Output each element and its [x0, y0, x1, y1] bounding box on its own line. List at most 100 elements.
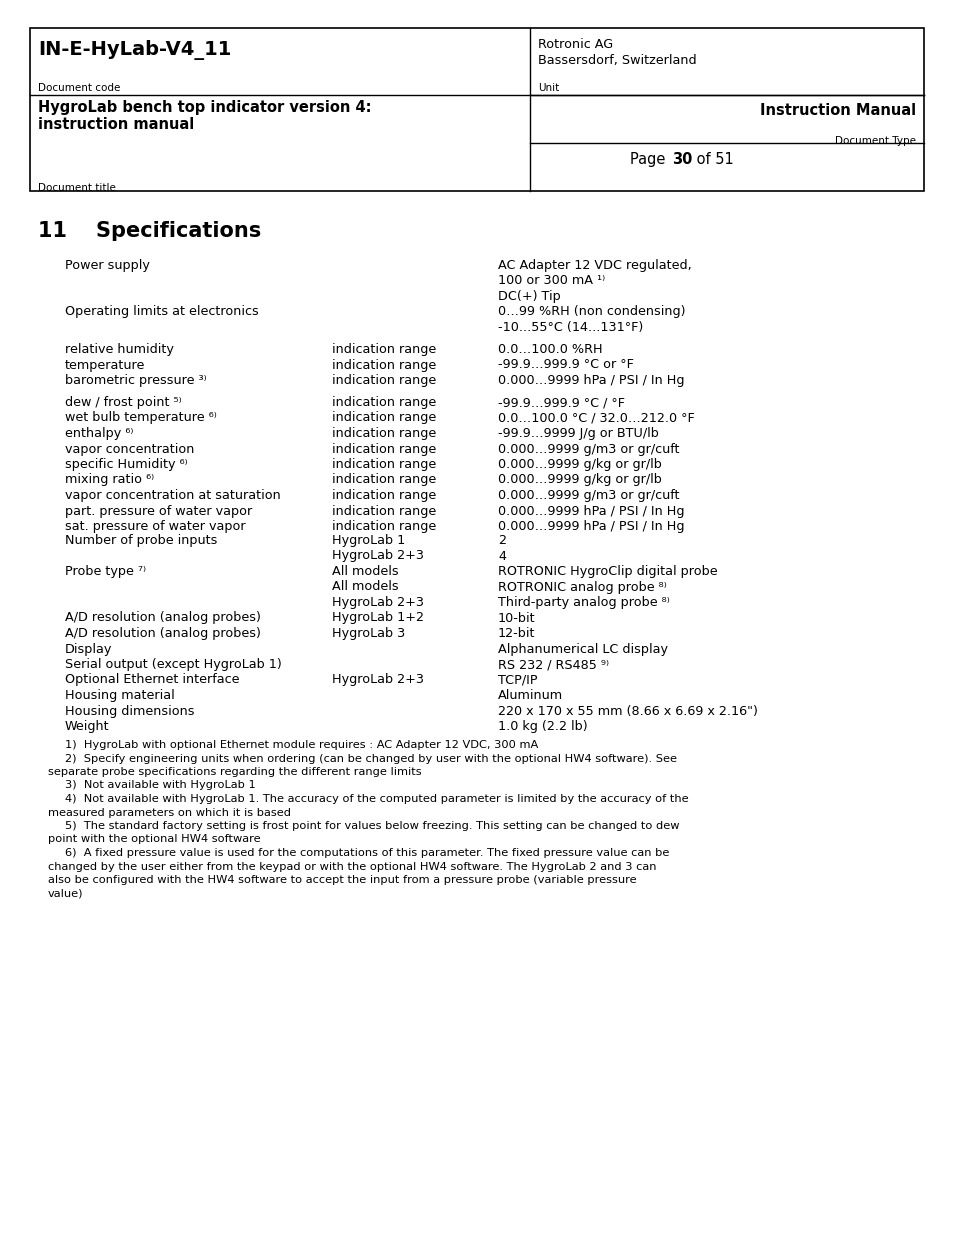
Text: -99.9…999.9 °C / °F: -99.9…999.9 °C / °F [497, 396, 624, 409]
Text: All models: All models [332, 580, 398, 594]
Text: temperature: temperature [65, 358, 145, 372]
Text: HygroLab 3: HygroLab 3 [332, 627, 405, 640]
Bar [30, 28, 923, 191]
Text: Document Type: Document Type [834, 136, 915, 146]
Text: wet bulb temperature ⁶⁾: wet bulb temperature ⁶⁾ [65, 411, 216, 425]
Text: 2)  Specify engineering units when ordering (can be changed by user with the opt: 2) Specify engineering units when orderi… [65, 753, 677, 763]
Text: mixing ratio ⁶⁾: mixing ratio ⁶⁾ [65, 473, 154, 487]
Text: separate probe specifications regarding the different range limits: separate probe specifications regarding … [48, 767, 421, 777]
Text: -99.9…9999 J/g or BTU/lb: -99.9…9999 J/g or BTU/lb [497, 427, 659, 440]
Text: ROTRONIC analog probe ⁸⁾: ROTRONIC analog probe ⁸⁾ [497, 580, 666, 594]
Text: barometric pressure ³⁾: barometric pressure ³⁾ [65, 374, 207, 387]
Text: indication range: indication range [332, 374, 436, 387]
Text: Third-party analog probe ⁸⁾: Third-party analog probe ⁸⁾ [497, 597, 669, 609]
Text: of 51: of 51 [691, 152, 733, 167]
Text: indication range: indication range [332, 442, 436, 456]
Text: also be configured with the HW4 software to accept the input from a pressure pro: also be configured with the HW4 software… [48, 876, 636, 885]
Text: 0.000…9999 g/kg or gr/lb: 0.000…9999 g/kg or gr/lb [497, 458, 661, 471]
Text: IN-E-HyLab-V4_11: IN-E-HyLab-V4_11 [38, 40, 232, 61]
Text: Housing material: Housing material [65, 689, 174, 701]
Text: 5)  The standard factory setting is frost point for values below freezing. This : 5) The standard factory setting is frost… [65, 821, 679, 831]
Text: HygroLab 2+3: HygroLab 2+3 [332, 673, 423, 687]
Text: 0.000…9999 g/m3 or gr/cuft: 0.000…9999 g/m3 or gr/cuft [497, 489, 679, 501]
Text: 11    Specifications: 11 Specifications [38, 221, 261, 241]
Text: 0.000…9999 hPa / PSI / In Hg: 0.000…9999 hPa / PSI / In Hg [497, 374, 684, 387]
Text: indication range: indication range [332, 489, 436, 501]
Text: indication range: indication range [332, 427, 436, 440]
Text: Document title: Document title [38, 183, 115, 193]
Text: 0.0…100.0 °C / 32.0…212.0 °F: 0.0…100.0 °C / 32.0…212.0 °F [497, 411, 694, 425]
Text: vapor concentration at saturation: vapor concentration at saturation [65, 489, 280, 501]
Text: indication range: indication range [332, 520, 436, 534]
Text: 10-bit: 10-bit [497, 611, 535, 625]
Text: relative humidity: relative humidity [65, 343, 173, 356]
Text: Operating limits at electronics: Operating limits at electronics [65, 305, 258, 319]
Text: indication range: indication range [332, 358, 436, 372]
Text: 0.000…9999 g/m3 or gr/cuft: 0.000…9999 g/m3 or gr/cuft [497, 442, 679, 456]
Text: Document code: Document code [38, 83, 120, 93]
Text: HygroLab bench top indicator version 4:
instruction manual: HygroLab bench top indicator version 4: … [38, 100, 371, 132]
Text: part. pressure of water vapor: part. pressure of water vapor [65, 505, 252, 517]
Text: All models: All models [332, 564, 398, 578]
Text: 30: 30 [671, 152, 692, 167]
Text: indication range: indication range [332, 458, 436, 471]
Text: 6)  A fixed pressure value is used for the computations of this parameter. The f: 6) A fixed pressure value is used for th… [65, 848, 669, 858]
Text: specific Humidity ⁶⁾: specific Humidity ⁶⁾ [65, 458, 188, 471]
Text: A/D resolution (analog probes): A/D resolution (analog probes) [65, 627, 260, 640]
Text: 100 or 300 mA ¹⁾: 100 or 300 mA ¹⁾ [497, 274, 604, 288]
Text: sat. pressure of water vapor: sat. pressure of water vapor [65, 520, 245, 534]
Text: RS 232 / RS485 ⁹⁾: RS 232 / RS485 ⁹⁾ [497, 658, 608, 671]
Text: Number of probe inputs: Number of probe inputs [65, 534, 217, 547]
Text: -10...55°C (14...131°F): -10...55°C (14...131°F) [497, 321, 642, 333]
Text: 0.000…9999 hPa / PSI / In Hg: 0.000…9999 hPa / PSI / In Hg [497, 520, 684, 534]
Text: indication range: indication range [332, 396, 436, 409]
Text: vapor concentration: vapor concentration [65, 442, 194, 456]
Text: value): value) [48, 888, 84, 899]
Text: indication range: indication range [332, 411, 436, 425]
Text: DC(+) Tip: DC(+) Tip [497, 290, 560, 303]
Text: 0…99 %RH (non condensing): 0…99 %RH (non condensing) [497, 305, 685, 319]
Text: measured parameters on which it is based: measured parameters on which it is based [48, 808, 291, 818]
Text: 3)  Not available with HygroLab 1: 3) Not available with HygroLab 1 [65, 781, 255, 790]
Text: Display: Display [65, 642, 112, 656]
Text: indication range: indication range [332, 343, 436, 356]
Text: Rotronic AG: Rotronic AG [537, 38, 613, 51]
Text: Weight: Weight [65, 720, 110, 734]
Text: Optional Ethernet interface: Optional Ethernet interface [65, 673, 239, 687]
Text: HygroLab 2+3: HygroLab 2+3 [332, 550, 423, 562]
Text: HygroLab 2+3: HygroLab 2+3 [332, 597, 423, 609]
Text: HygroLab 1: HygroLab 1 [332, 534, 405, 547]
Text: AC Adapter 12 VDC regulated,: AC Adapter 12 VDC regulated, [497, 259, 691, 272]
Text: Housing dimensions: Housing dimensions [65, 704, 194, 718]
Text: 1)  HygroLab with optional Ethernet module requires : AC Adapter 12 VDC, 300 mA: 1) HygroLab with optional Ethernet modul… [65, 740, 537, 750]
Text: 220 x 170 x 55 mm (8.66 x 6.69 x 2.16"): 220 x 170 x 55 mm (8.66 x 6.69 x 2.16") [497, 704, 757, 718]
Text: Bassersdorf, Switzerland: Bassersdorf, Switzerland [537, 54, 696, 67]
Text: Probe type ⁷⁾: Probe type ⁷⁾ [65, 564, 146, 578]
Text: Instruction Manual: Instruction Manual [760, 103, 915, 119]
Text: 0.0…100.0 %RH: 0.0…100.0 %RH [497, 343, 602, 356]
Text: HygroLab 1+2: HygroLab 1+2 [332, 611, 423, 625]
Text: Alphanumerical LC display: Alphanumerical LC display [497, 642, 667, 656]
Text: 4: 4 [497, 550, 505, 562]
Text: enthalpy ⁶⁾: enthalpy ⁶⁾ [65, 427, 133, 440]
Text: 12-bit: 12-bit [497, 627, 535, 640]
Text: Serial output (except HygroLab 1): Serial output (except HygroLab 1) [65, 658, 281, 671]
Text: A/D resolution (analog probes): A/D resolution (analog probes) [65, 611, 260, 625]
Text: Aluminum: Aluminum [497, 689, 562, 701]
Text: indication range: indication range [332, 473, 436, 487]
Text: Unit: Unit [537, 83, 558, 93]
Text: -99.9…999.9 °C or °F: -99.9…999.9 °C or °F [497, 358, 633, 372]
Text: ROTRONIC HygroClip digital probe: ROTRONIC HygroClip digital probe [497, 564, 717, 578]
Text: 0.000…9999 g/kg or gr/lb: 0.000…9999 g/kg or gr/lb [497, 473, 661, 487]
Text: TCP/IP: TCP/IP [497, 673, 537, 687]
Text: 4)  Not available with HygroLab 1. The accuracy of the computed parameter is lim: 4) Not available with HygroLab 1. The ac… [65, 794, 688, 804]
Text: point with the optional HW4 software: point with the optional HW4 software [48, 835, 260, 845]
Text: Power supply: Power supply [65, 259, 150, 272]
Text: indication range: indication range [332, 505, 436, 517]
Text: changed by the user either from the keypad or with the optional HW4 software. Th: changed by the user either from the keyp… [48, 862, 656, 872]
Text: 0.000…9999 hPa / PSI / In Hg: 0.000…9999 hPa / PSI / In Hg [497, 505, 684, 517]
Text: dew / frost point ⁵⁾: dew / frost point ⁵⁾ [65, 396, 182, 409]
Text: Page: Page [629, 152, 679, 167]
Text: 2: 2 [497, 534, 505, 547]
Text: 1.0 kg (2.2 lb): 1.0 kg (2.2 lb) [497, 720, 587, 734]
